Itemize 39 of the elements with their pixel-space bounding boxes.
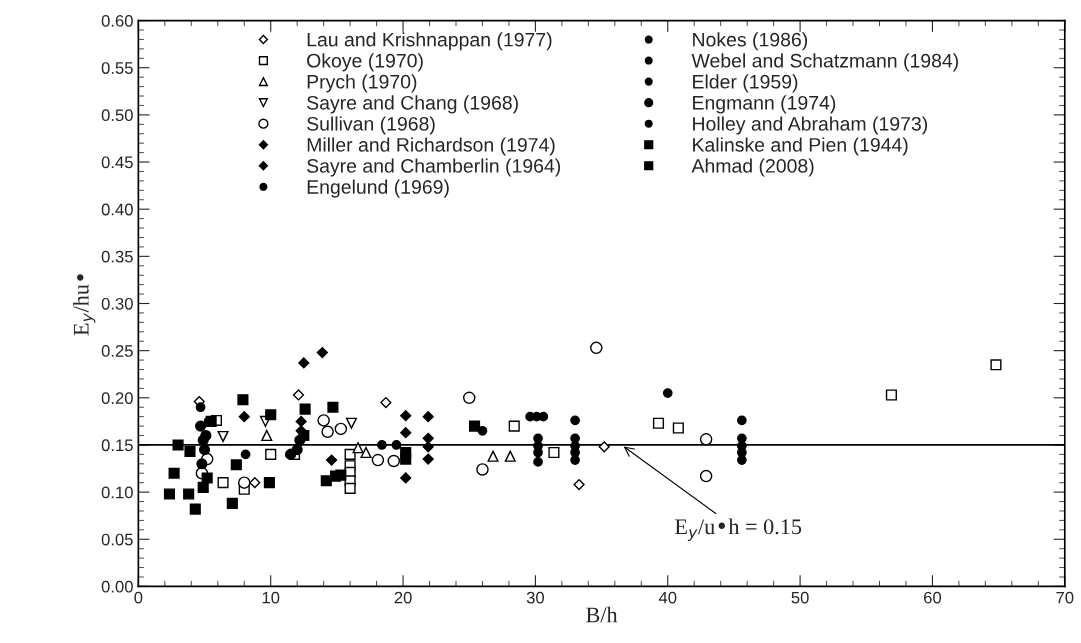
x-tick-label: 70: [1056, 591, 1074, 604]
annotation: E$_{y}$/u•h = 0.15: [675, 518, 802, 541]
legend-label: Elder (1959): [693, 74, 798, 93]
legend-label: Engmann (1974): [693, 95, 836, 114]
y-tick-label: 0.15: [101, 439, 133, 452]
x-tick-label: 10: [262, 591, 280, 604]
y-tick-label: 0.45: [101, 156, 133, 169]
y-tick-label: 0.55: [101, 62, 133, 74]
x-tick-label: 20: [394, 591, 412, 604]
legend-label: Okoye (1970): [307, 53, 423, 72]
y-tick-label: 0.20: [101, 392, 133, 405]
y-axis-title: E$_{y}$/hu•: [73, 274, 96, 336]
legend-label: Webel and Schatzmann (1984): [691, 53, 959, 72]
y-tick-label: 0.05: [101, 533, 133, 546]
legend-label: Lau and Krishnappan (1977): [307, 32, 552, 51]
legend-label: Kalinske and Pien (1944): [693, 137, 908, 156]
legend-label: Engelund (1969): [307, 179, 449, 198]
legend-label: Holley and Abraham (1973): [693, 116, 928, 135]
y-tick-label: 0.25: [101, 345, 133, 357]
y-tick-label: 0.30: [101, 297, 133, 310]
x-tick-label: 40: [658, 591, 677, 604]
x-axis-title: B/h: [586, 606, 618, 623]
y-tick-label: 0.10: [101, 486, 133, 499]
y-tick-label: 0.00: [101, 580, 133, 593]
y-tick-label: 0.50: [101, 109, 133, 122]
y-tick-label: 0.40: [101, 203, 133, 216]
x-tick-label: 60: [924, 591, 942, 604]
x-tick-label: 0: [134, 591, 143, 604]
y-tick-label: 0.60: [101, 14, 133, 27]
legend-label: Miller and Richardson (1974): [307, 137, 555, 156]
legend-label: Ahmad (2008): [691, 158, 814, 177]
legend-label: Sayre and Chang (1968): [307, 95, 518, 114]
legend-label: Sayre and Chamberlin (1964): [307, 158, 561, 177]
legend-label: Nokes (1986): [693, 32, 808, 51]
x-tick-label: 30: [526, 591, 545, 604]
legend-label: Sullivan (1968): [307, 116, 435, 135]
y-tick-label: 0.35: [101, 250, 133, 263]
x-tick-label: 50: [791, 591, 809, 604]
legend-label: Prych (1970): [307, 74, 417, 93]
